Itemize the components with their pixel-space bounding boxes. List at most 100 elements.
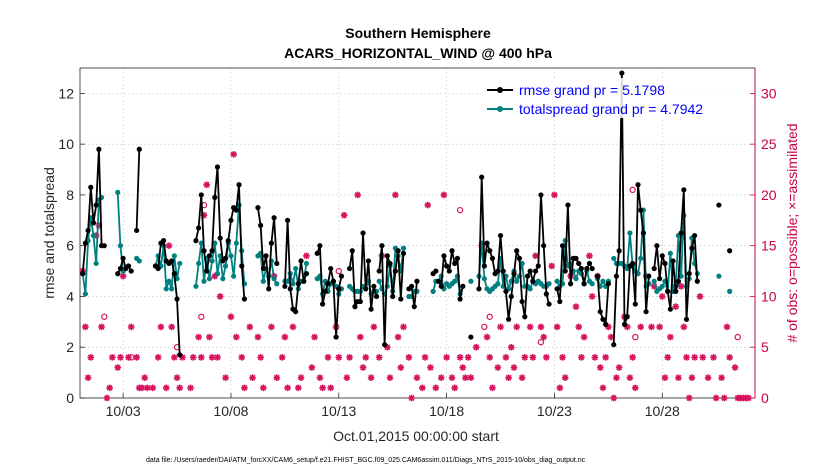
rmse-point <box>384 253 390 259</box>
obs-assimilated-marker <box>443 354 450 361</box>
obs-assimilated-stroke <box>624 323 631 330</box>
rmse-point <box>317 243 323 249</box>
obs-assimilated-marker <box>427 364 434 371</box>
obs-assimilated-stroke <box>157 323 164 330</box>
rmse-point <box>325 281 331 287</box>
obs-assimilated-marker <box>459 364 467 371</box>
spread-point <box>716 273 722 279</box>
obs-assimilated-stroke <box>387 374 393 381</box>
obs-assimilated-stroke <box>616 364 623 371</box>
y-right-tick-label: 5 <box>761 339 769 355</box>
rmse-line-segment <box>81 148 105 274</box>
rmse-point <box>414 278 420 284</box>
rmse-point <box>260 265 266 272</box>
legend-marker-spread <box>497 106 503 112</box>
obs-assimilated-marker <box>98 323 105 331</box>
rmse-point <box>392 268 398 274</box>
rmse-point <box>662 260 668 267</box>
rmse-point <box>508 293 514 300</box>
obs-assimilated-stroke <box>629 354 636 361</box>
obs-assimilated-stroke <box>586 252 593 259</box>
rmse-point <box>692 232 698 239</box>
rmse-point <box>727 248 733 254</box>
rmse-point <box>88 184 94 190</box>
obs-assimilated-stroke <box>562 374 569 381</box>
obs-assimilated-stroke <box>608 334 615 341</box>
rmse-point <box>489 255 496 261</box>
rmse-point <box>578 265 584 272</box>
obs-assimilated-marker <box>731 364 739 371</box>
rmse-point <box>586 260 593 267</box>
x-tick-label: 10/18 <box>429 403 464 419</box>
obs-assimilated-marker <box>712 394 720 402</box>
rmse-point <box>665 288 671 294</box>
rmse-point <box>597 309 603 315</box>
rmse-point <box>236 182 242 188</box>
obs-assimilated-marker <box>316 374 324 381</box>
obs-assimilated-marker <box>187 384 194 392</box>
rmse-point <box>330 278 336 284</box>
obs-assimilated-marker <box>494 364 502 371</box>
obs-assimilated-marker <box>165 242 173 249</box>
obs-assimilated-marker <box>437 374 445 381</box>
y-right-tick-label: 0 <box>761 390 769 406</box>
obs-assimilated-stroke <box>678 283 685 290</box>
rmse-point <box>217 235 223 241</box>
rmse-point <box>198 192 204 198</box>
y-left-tick-label: 6 <box>66 238 74 254</box>
rmse-point <box>303 271 310 277</box>
obs-assimilated-stroke <box>195 334 202 341</box>
obs-assimilated-marker <box>518 374 526 381</box>
obs-assimilated-marker <box>82 323 89 331</box>
obs-assimilated-stroke <box>206 334 213 341</box>
rmse-point <box>654 243 660 249</box>
obs-assimilated-marker <box>559 354 566 361</box>
obs-assimilated-stroke <box>599 384 606 391</box>
spread-point <box>136 258 142 264</box>
spread-point <box>169 286 175 292</box>
obs-assimilated-stroke <box>114 364 121 371</box>
rmse-point <box>643 309 649 315</box>
rmse-point <box>543 291 549 297</box>
rmse-point <box>506 316 512 322</box>
obs-assimilated-stroke <box>443 354 450 361</box>
obs-assimilated-stroke <box>602 354 609 361</box>
obs-assimilated-stroke <box>217 293 224 300</box>
rmse-point <box>338 273 345 279</box>
rmse-point <box>683 316 690 322</box>
y-axis-left-label: rmse and totalspread <box>41 167 57 299</box>
obs-assimilated-stroke <box>440 191 447 198</box>
obs-assimilated-marker <box>497 323 504 331</box>
legend: rmse grand pr = 5.1798 totalspread grand… <box>482 78 750 118</box>
rmse-point <box>694 278 700 284</box>
spread-point <box>82 291 88 297</box>
obs-possible-marker <box>101 313 108 320</box>
obs-assimilated-stroke <box>745 395 752 401</box>
obs-assimilated-stroke <box>659 293 666 300</box>
obs-assimilated-stroke <box>273 374 280 381</box>
obs-assimilated-marker <box>710 354 717 361</box>
obs-assimilated-marker <box>510 364 518 371</box>
rmse-point <box>638 207 644 213</box>
y-right-tick-label: 15 <box>761 238 777 254</box>
obs-assimilated-stroke <box>484 334 491 341</box>
obs-assimilated-stroke <box>289 323 296 330</box>
rmse-point <box>268 240 274 246</box>
obs-assimilated-stroke <box>613 374 620 381</box>
rmse-point <box>201 248 207 254</box>
obs-assimilated-marker <box>551 191 558 199</box>
obs-assimilated-marker <box>599 384 607 392</box>
obs-possible-marker <box>629 186 636 194</box>
rmse-point <box>400 250 407 256</box>
spread-point <box>527 286 533 292</box>
spread-point <box>209 258 215 264</box>
spread-point <box>117 243 124 249</box>
obs-assimilated-stroke <box>298 374 305 381</box>
obs-assimilated-stroke <box>260 384 267 391</box>
spread-point <box>201 278 207 284</box>
obs-assimilated-marker <box>257 354 264 361</box>
obs-assimilated-marker <box>548 262 556 270</box>
obs-assimilated-marker <box>362 354 370 361</box>
obs-possible-marker <box>486 313 493 320</box>
obs-assimilated-marker <box>529 354 537 361</box>
